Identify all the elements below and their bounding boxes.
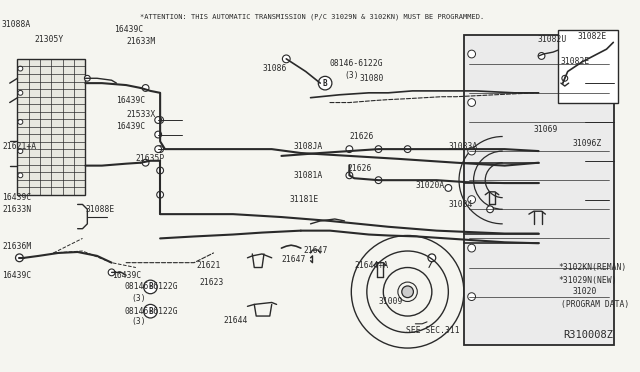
Text: 21305Y: 21305Y: [34, 35, 63, 44]
Circle shape: [157, 167, 164, 174]
Circle shape: [18, 90, 23, 95]
Text: SEE SEC.311: SEE SEC.311: [406, 326, 460, 335]
Text: 16439C: 16439C: [116, 122, 146, 131]
Text: 16439C: 16439C: [2, 271, 31, 280]
Text: 21636M: 21636M: [2, 242, 31, 251]
Text: 21626: 21626: [349, 132, 374, 141]
Text: 3108JA: 3108JA: [293, 142, 323, 151]
Text: 16439C: 16439C: [116, 96, 146, 105]
Circle shape: [375, 146, 382, 153]
Circle shape: [18, 119, 23, 124]
Text: 31081A: 31081A: [293, 171, 323, 180]
Text: 31069: 31069: [534, 125, 558, 134]
Text: (3): (3): [131, 317, 146, 326]
Text: 16439C: 16439C: [2, 193, 31, 202]
Text: 21647: 21647: [282, 255, 306, 264]
Text: 16439C: 16439C: [115, 25, 144, 34]
Text: 21635P: 21635P: [136, 154, 165, 163]
Circle shape: [346, 172, 353, 179]
Text: 21633N: 21633N: [2, 205, 31, 214]
Circle shape: [157, 146, 164, 153]
Circle shape: [18, 173, 23, 178]
Circle shape: [468, 196, 476, 203]
Circle shape: [468, 293, 476, 301]
Text: 31084: 31084: [449, 200, 473, 209]
Text: B: B: [148, 307, 153, 316]
Text: 08146-6122G: 08146-6122G: [124, 282, 178, 291]
Text: 31082E: 31082E: [561, 57, 590, 66]
Circle shape: [375, 177, 382, 183]
Circle shape: [155, 116, 161, 124]
Circle shape: [402, 286, 413, 298]
Circle shape: [155, 131, 161, 138]
Circle shape: [157, 116, 164, 124]
Text: 31080: 31080: [359, 74, 383, 83]
Circle shape: [142, 159, 149, 166]
Circle shape: [108, 269, 115, 276]
Text: 31181E: 31181E: [289, 195, 319, 204]
Circle shape: [15, 254, 23, 262]
Circle shape: [84, 76, 90, 81]
Circle shape: [142, 84, 149, 92]
Circle shape: [282, 55, 290, 63]
Circle shape: [486, 206, 493, 213]
Circle shape: [18, 66, 23, 71]
Circle shape: [468, 147, 476, 155]
Text: 31020A: 31020A: [415, 180, 445, 189]
Text: 31082E: 31082E: [577, 32, 607, 41]
Circle shape: [404, 146, 411, 153]
Circle shape: [445, 185, 452, 191]
Text: 31009: 31009: [378, 297, 403, 306]
Text: 31086: 31086: [262, 64, 286, 73]
Circle shape: [468, 99, 476, 106]
Circle shape: [143, 280, 157, 294]
Circle shape: [346, 146, 353, 153]
Text: (PROGRAM DATA): (PROGRAM DATA): [561, 300, 629, 309]
Text: (3): (3): [344, 71, 359, 80]
Text: 31083A: 31083A: [449, 142, 477, 151]
Text: *3102KN(REMAN): *3102KN(REMAN): [558, 263, 627, 272]
Text: 31020: 31020: [573, 287, 597, 296]
Text: 21633M: 21633M: [126, 37, 156, 46]
Text: 31088A: 31088A: [2, 20, 31, 29]
Text: 21626: 21626: [348, 164, 372, 173]
Circle shape: [157, 191, 164, 198]
Text: 08146-6122G: 08146-6122G: [330, 59, 383, 68]
Text: 21623: 21623: [199, 278, 223, 286]
Text: *ATTENTION: THIS AUTOMATIC TRANSMISSION (P/C 31029N & 3102KN) MUST BE PROGRAMMED: *ATTENTION: THIS AUTOMATIC TRANSMISSION …: [140, 13, 484, 20]
Bar: [464, 35, 614, 345]
Text: 21644+A: 21644+A: [354, 261, 388, 270]
Text: (3): (3): [131, 294, 146, 303]
Text: 21621+A: 21621+A: [2, 142, 36, 151]
Text: R310008Z: R310008Z: [563, 330, 613, 340]
Text: 31082U: 31082U: [538, 35, 567, 44]
Text: 16439C: 16439C: [111, 271, 141, 280]
Bar: [17, 59, 85, 195]
Circle shape: [428, 254, 436, 262]
Circle shape: [143, 304, 157, 318]
Text: 21533X: 21533X: [126, 110, 156, 119]
Circle shape: [468, 244, 476, 252]
Text: 21644: 21644: [223, 317, 248, 326]
Text: 21621: 21621: [196, 261, 220, 270]
Circle shape: [538, 52, 545, 60]
Circle shape: [468, 50, 476, 58]
Text: 31088E: 31088E: [85, 205, 115, 214]
Text: 08146-6122G: 08146-6122G: [124, 307, 178, 316]
Circle shape: [155, 146, 161, 153]
Bar: [558, 30, 618, 103]
Text: *31029N(NEW): *31029N(NEW): [558, 276, 616, 285]
Text: 21647: 21647: [304, 246, 328, 254]
Text: 31096Z: 31096Z: [573, 139, 602, 148]
Text: B: B: [148, 282, 153, 291]
Circle shape: [562, 76, 568, 81]
Text: B: B: [323, 78, 328, 88]
Circle shape: [18, 149, 23, 154]
Circle shape: [318, 76, 332, 90]
